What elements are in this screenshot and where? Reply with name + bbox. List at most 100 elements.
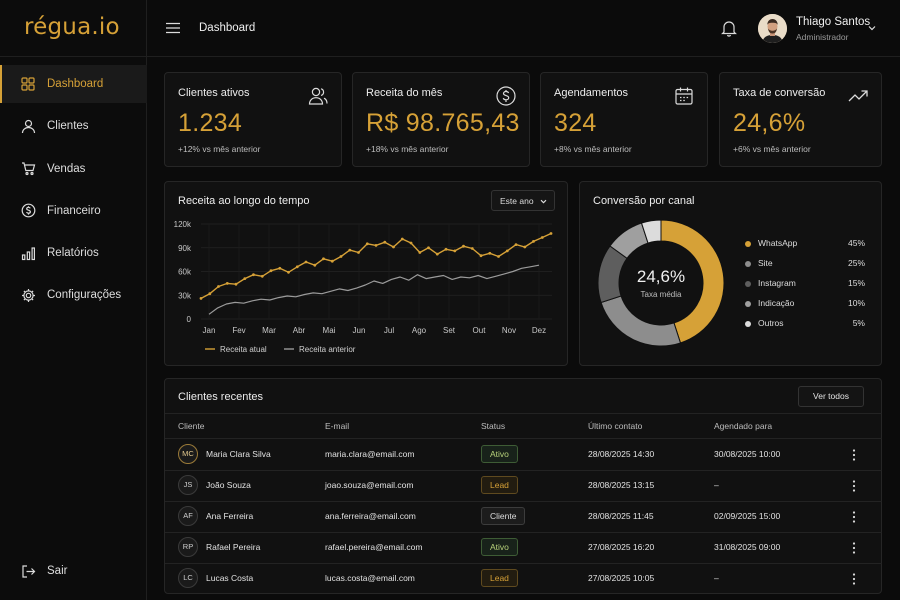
calendar-icon (673, 85, 695, 107)
x-tick-label: Jan (203, 326, 216, 335)
x-tick-label: Jul (384, 326, 394, 335)
sidebar-item-label: Dashboard (47, 78, 104, 90)
x-tick-label: Abr (293, 326, 306, 335)
client-email: joao.souza@email.com (325, 480, 414, 490)
row-divider (165, 470, 882, 471)
column-header: Status (481, 421, 506, 431)
last-contact: 27/08/2025 16:20 (588, 542, 655, 552)
table-row[interactable]: JS João Souza joao.souza@email.com Lead 28/0… (165, 470, 882, 501)
x-tick-label: Jun (353, 326, 366, 335)
x-tick-label: Mai (323, 326, 336, 335)
legend-label: Outros (758, 318, 784, 328)
series-point (234, 282, 238, 286)
avatar[interactable] (758, 14, 787, 43)
view-all-button[interactable]: Ver todos (798, 386, 864, 407)
table-header: Cliente E-mail Status Último contato Age… (165, 421, 882, 440)
card-title: Conversão por canal (593, 195, 695, 207)
last-contact: 27/08/2025 10:05 (588, 573, 655, 583)
logout-button[interactable]: Sair (0, 552, 147, 590)
chevron-down-icon[interactable] (867, 23, 879, 35)
series-point (374, 244, 378, 247)
more-options-icon[interactable] (850, 541, 858, 555)
sidebar-item-label: Configurações (47, 289, 122, 302)
client-name: Rafael Pereira (206, 542, 261, 552)
status-badge: Ativo (481, 538, 518, 556)
conversion-chart-card: Conversão por canal 24,6% Taxa média Wha… (579, 181, 882, 366)
sidebar-item-label: Vendas (47, 162, 86, 175)
y-tick-label: 120k (174, 220, 192, 229)
x-tick-label: Nov (502, 326, 516, 335)
table-row[interactable]: LC Lucas Costa lucas.costa@email.com Lead 27… (165, 563, 882, 594)
client-initials-avatar: RP (178, 537, 198, 557)
x-tick-label: Mar (262, 326, 276, 335)
more-options-icon[interactable] (850, 510, 858, 524)
card-title: Clientes recentes (178, 391, 263, 403)
sidebar-item-financeiro[interactable]: Financeiro (0, 192, 147, 230)
client-name: João Souza (206, 480, 251, 490)
kpi-change: +8% vs mês anterior (554, 144, 632, 154)
donut-slice-outros (640, 219, 662, 244)
x-tick-label: Out (473, 326, 487, 335)
sidebar-item-configuracoes[interactable]: Configurações (0, 276, 147, 314)
legend-label: Instagram (758, 278, 796, 288)
sidebar-item-dashboard[interactable]: Dashboard (0, 65, 147, 103)
client-initials-avatar: LC (178, 568, 198, 588)
more-options-icon[interactable] (850, 479, 858, 493)
sidebar-item-clientes[interactable]: Clientes (0, 107, 147, 145)
series-point (252, 273, 255, 277)
logout-icon (20, 563, 36, 579)
kpi-label: Agendamentos (554, 87, 628, 99)
sidebar: régua.io Dashboard Clientes Vendas Finan… (0, 0, 147, 600)
legend-dot (745, 281, 751, 287)
kpi-label: Taxa de conversão (733, 87, 826, 99)
more-options-icon[interactable] (850, 572, 858, 586)
more-options-icon[interactable] (850, 448, 858, 462)
kpi-change: +12% vs mês anterior (178, 144, 261, 154)
client-name: Maria Clara Silva (206, 449, 271, 459)
scheduled-date: 31/08/2025 09:00 (714, 542, 781, 552)
table-row[interactable]: MC Maria Clara Silva maria.clara@email.com… (165, 439, 882, 470)
sidebar-item-relatorios[interactable]: Relatórios (0, 234, 147, 272)
conversion-donut-chart: 24,6% Taxa média (597, 219, 725, 347)
card-title: Receita ao longo do tempo (178, 195, 310, 207)
series-point (357, 251, 360, 254)
legend-item: Site 25% (745, 258, 865, 272)
sidebar-item-vendas[interactable]: Vendas (0, 150, 147, 188)
kpi-change: +18% vs mês anterior (366, 144, 449, 154)
series-point (199, 297, 203, 300)
legend-label: WhatsApp (758, 238, 798, 248)
table-divider (165, 413, 882, 414)
bar-chart-icon (20, 245, 36, 261)
bell-icon[interactable] (721, 19, 739, 39)
kpi-value: 24,6% (733, 109, 806, 137)
app-logo[interactable]: régua.io (24, 14, 120, 40)
table-row[interactable]: RP Rafael Pereira rafael.pereira@email.com… (165, 532, 882, 563)
client-initials-avatar: MC (178, 444, 198, 464)
series-point (383, 240, 387, 244)
menu-icon[interactable] (165, 20, 183, 38)
series-point (540, 236, 544, 239)
donut-slice-whatsapp (660, 219, 725, 344)
series-point (295, 265, 299, 269)
table-row[interactable]: AF Ana Ferreira ana.ferreira@email.com Clie… (165, 501, 882, 532)
client-email: lucas.costa@email.com (325, 573, 415, 583)
client-name: Lucas Costa (206, 573, 254, 583)
last-contact: 28/08/2025 13:15 (588, 480, 655, 490)
client-initials-avatar: AF (178, 506, 198, 526)
series-point (514, 243, 518, 246)
y-tick-label: 0 (187, 315, 192, 324)
period-select[interactable]: Este ano (491, 190, 555, 211)
page-title: Dashboard (199, 22, 256, 34)
scheduled-date: – (714, 480, 719, 490)
series-point (400, 237, 404, 241)
scheduled-date: – (714, 573, 719, 583)
x-tick-label: Dez (532, 326, 546, 335)
legend-item: Indicação 10% (745, 298, 865, 312)
x-tick-label: Ago (412, 326, 427, 335)
kpi-change: +6% vs mês anterior (733, 144, 811, 154)
series-point (278, 266, 282, 270)
scheduled-date: 02/09/2025 15:00 (714, 511, 781, 521)
x-tick-label: Set (443, 326, 456, 335)
trend-up-icon (847, 85, 869, 107)
kpi-card-receita: Receita do mês R$ 98.765,43 +18% vs mês … (352, 72, 530, 167)
